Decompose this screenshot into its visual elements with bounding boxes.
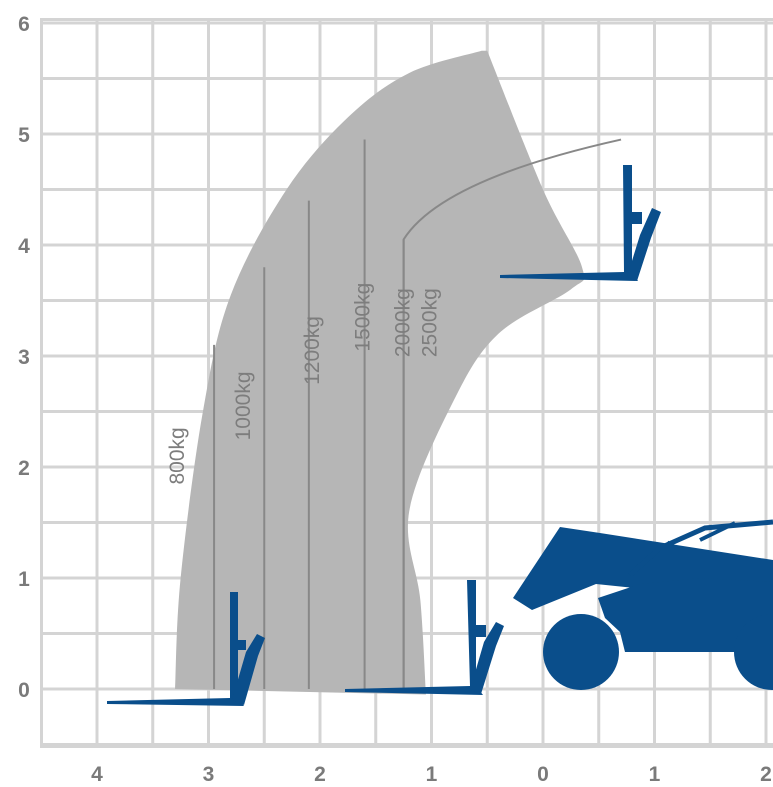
x-tick-label: 0 xyxy=(537,763,549,786)
cab-pillar xyxy=(638,521,736,582)
fork-mid-brace xyxy=(474,625,486,637)
capacity-labels: 800kg 1000kg 1200kg 1500kg 2000kg 2500kg xyxy=(166,283,442,485)
chassis xyxy=(598,578,773,660)
fork-mid-carriage xyxy=(470,622,504,694)
fork-high-carriage xyxy=(627,208,661,281)
capacity-label-800kg: 800kg xyxy=(166,427,189,484)
capacity-label-1500kg: 1500kg xyxy=(352,283,375,352)
plot-frame-group xyxy=(40,18,773,748)
fork-high-brace xyxy=(630,212,642,224)
x-tick-label: 1 xyxy=(649,763,661,786)
cab-frame xyxy=(628,519,773,577)
capacity-label-2000kg: 2000kg xyxy=(392,288,415,357)
x-tick-label: 3 xyxy=(203,763,215,786)
x-tick-label: 4 xyxy=(91,763,103,786)
y-tick-label: 1 xyxy=(18,568,30,591)
y-tick-label: 6 xyxy=(18,13,30,36)
front-wheel xyxy=(543,614,619,690)
fork-low-icon xyxy=(107,592,265,706)
fork-mid-icon xyxy=(345,580,504,695)
y-tick-label: 5 xyxy=(18,124,30,147)
x-tick-label: 2 xyxy=(314,763,326,786)
load-envelope xyxy=(175,50,585,695)
fork-mid-blade xyxy=(345,580,483,695)
fork-high-icon xyxy=(500,165,661,281)
capacity-label-1200kg: 1200kg xyxy=(301,316,324,385)
load-envelope-group xyxy=(175,50,585,695)
y-tick-label: 3 xyxy=(18,346,30,369)
telehandler-icon xyxy=(513,519,773,690)
plot-frame xyxy=(40,18,773,748)
capacity-line-2500kg xyxy=(402,138,622,689)
y-axis-ticks: 0 1 2 3 4 5 6 xyxy=(18,13,30,702)
x-tick-label: 1 xyxy=(426,763,438,786)
rear-wheel xyxy=(734,614,773,690)
capacity-label-1000kg: 1000kg xyxy=(232,371,255,440)
fork-low-carriage xyxy=(232,634,265,705)
capacity-label-2500kg: 2500kg xyxy=(419,288,442,357)
y-tick-label: 0 xyxy=(18,679,30,702)
y-tick-label: 2 xyxy=(18,457,30,480)
y-tick-label: 4 xyxy=(18,235,30,258)
fork-low-blade xyxy=(107,592,244,706)
fork-high-blade xyxy=(500,165,638,281)
capacity-lines xyxy=(213,138,622,689)
x-axis-ticks: 4 3 2 1 0 1 2 xyxy=(91,763,772,786)
machine-illustration xyxy=(107,165,773,706)
x-tick-label: 2 xyxy=(760,763,772,786)
fork-low-brace xyxy=(236,640,246,650)
